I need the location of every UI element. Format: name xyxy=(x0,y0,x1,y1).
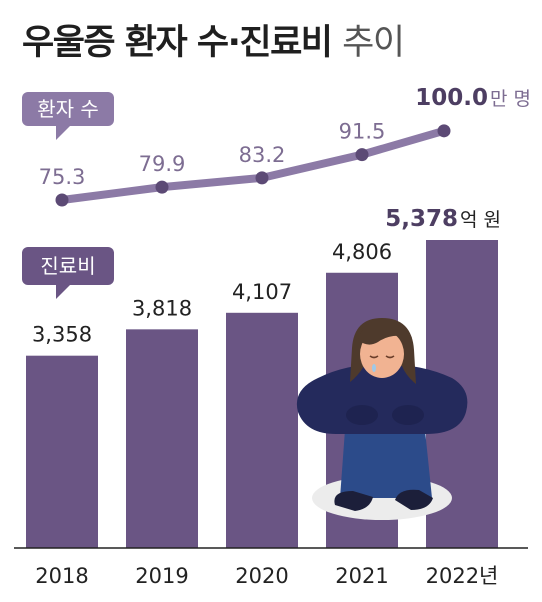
patients-point xyxy=(55,193,69,207)
bar-value-label: 4,806 xyxy=(332,240,392,264)
bar-value-label: 3,358 xyxy=(32,323,92,347)
bar-2018 xyxy=(26,355,98,548)
line-value-label: 100.0 xyxy=(415,85,488,111)
cost-callout: 진료비 xyxy=(22,247,114,299)
x-tick-label: 2019 xyxy=(135,564,188,588)
chart-title-main: 우울증 환자 수·진료비 xyxy=(22,23,333,63)
cost-callout-label: 진료비 xyxy=(40,254,95,278)
patients-point xyxy=(255,171,269,185)
line-value-label: 83.2 xyxy=(239,143,286,167)
patients-callout: 환자 수 xyxy=(22,92,114,140)
bar-value-labels: 3,358 3,818 4,107 4,806 5,378 xyxy=(32,206,458,347)
chart-title: 우울증 환자 수·진료비 추이 xyxy=(22,14,405,65)
line-value-labels: 75.3 79.9 83.2 91.5 100.0 xyxy=(39,85,488,189)
patients-callout-label: 환자 수 xyxy=(37,97,99,121)
patients-point xyxy=(355,148,369,162)
x-tick-label: 2021 xyxy=(335,564,388,588)
bar-2019 xyxy=(126,329,198,548)
patients-point xyxy=(155,180,169,194)
bar-value-label: 4,107 xyxy=(232,280,292,304)
line-value-label: 79.9 xyxy=(139,152,186,176)
sad-person-hugging-knees-illustration xyxy=(296,318,468,520)
bar-value-label: 5,378 xyxy=(385,206,458,232)
x-tick-label: 2020 xyxy=(235,564,288,588)
unit-labels: 억 원 만 명 xyxy=(460,88,531,231)
bar-2020 xyxy=(226,312,298,548)
bar-value-label: 3,818 xyxy=(132,296,192,320)
chart-title-suffix: 추이 xyxy=(342,23,405,63)
line-value-label: 91.5 xyxy=(339,120,386,144)
line-series xyxy=(55,124,451,207)
x-tick-label: 2022년 xyxy=(426,564,499,588)
bar-unit-label: 억 원 xyxy=(460,209,501,231)
line-unit-label: 만 명 xyxy=(490,88,531,110)
x-axis: 2018 2019 2020 2021 2022년 xyxy=(14,547,528,588)
patients-point xyxy=(437,124,451,138)
line-value-label: 75.3 xyxy=(39,165,86,189)
x-tick-label: 2018 xyxy=(35,564,88,588)
